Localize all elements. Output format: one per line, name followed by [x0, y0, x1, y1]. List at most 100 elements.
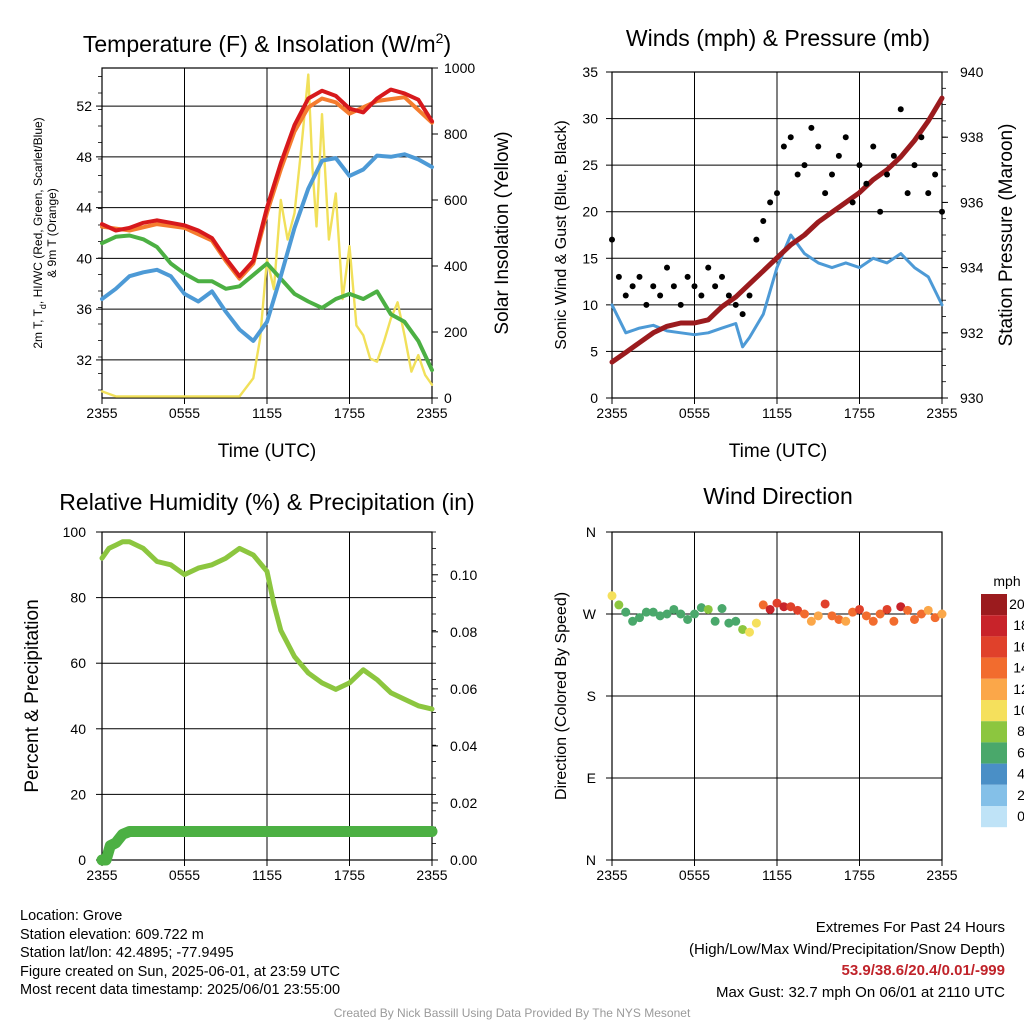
direction-point	[655, 611, 665, 621]
x-tick-label: 2355	[86, 867, 117, 883]
chart-title: Relative Humidity (%) & Precipitation (i…	[59, 489, 474, 515]
chart-title: Temperature (F) & Insolation (W/m2)	[83, 30, 451, 57]
gust-point	[870, 143, 877, 150]
direction-point	[820, 599, 830, 609]
y-tick-label: N	[586, 524, 596, 540]
direction-point	[614, 600, 624, 610]
direction-point	[635, 613, 644, 623]
gust-point	[808, 124, 815, 131]
y2-tick-label: 0.04	[450, 738, 477, 754]
series-line-pressure	[609, 95, 945, 365]
gust-point	[897, 106, 904, 113]
direction-point	[855, 604, 864, 614]
gust-point	[677, 301, 684, 308]
series-line-2	[100, 152, 434, 343]
direction-point	[676, 609, 686, 619]
gust-point	[774, 190, 780, 197]
x-tick-label: 1755	[844, 867, 875, 883]
gust-point	[719, 273, 725, 280]
y-axis-label-line2: & 9m T (Orange)	[45, 188, 59, 278]
gust-point	[732, 301, 739, 308]
direction-point	[937, 609, 947, 619]
direction-point	[641, 607, 651, 617]
station-elevation: Station elevation: 609.722 m	[20, 926, 204, 943]
direction-point	[916, 609, 926, 619]
gust-point	[780, 143, 787, 150]
gust-point	[829, 171, 835, 178]
gust-point	[698, 292, 705, 299]
gust-point	[767, 199, 774, 206]
gust-point	[712, 283, 719, 290]
y-tick-label: W	[583, 606, 597, 622]
gust-point	[904, 190, 911, 197]
y2-tick-label: 0	[444, 390, 452, 406]
x-tick-label: 1155	[252, 405, 282, 421]
direction-point	[813, 611, 823, 621]
recent-timestamp: Most recent data timestamp: 2025/06/01 2…	[20, 982, 341, 999]
x-tick-label: 1755	[334, 867, 365, 883]
gust-point	[856, 162, 863, 169]
direction-point	[903, 605, 913, 615]
humidity-precip-panel: 0 20 40 60 80 100 0.00 0.02 0.04 0.06 0.08 0.10 2355…	[22, 489, 477, 883]
y-tick-label: 15	[582, 250, 598, 266]
colorbar-swatch	[981, 763, 1007, 785]
x-axis-label: Time (UTC)	[729, 441, 828, 462]
gust-point	[911, 162, 918, 169]
direction-point	[628, 616, 638, 626]
gust-point	[650, 283, 657, 290]
gust-point	[629, 283, 636, 290]
y2-tick-label: 936	[960, 194, 984, 210]
x-tick-label: 2355	[926, 405, 957, 421]
y2-tick-label: 800	[444, 126, 468, 142]
y-axis-label: Direction (Colored By Speed)	[553, 592, 570, 800]
direction-point	[923, 605, 933, 615]
gust-point	[849, 199, 856, 206]
direction-point	[703, 604, 713, 614]
y-tick-label: 100	[63, 524, 87, 540]
y-tick-label: 20	[70, 786, 86, 802]
x-tick-label: 2355	[926, 867, 957, 883]
y-tick-label: 44	[76, 200, 92, 216]
gust-point	[725, 292, 732, 299]
direction-point	[806, 616, 816, 626]
x-tick-label: 0555	[169, 405, 200, 421]
direction-point	[889, 616, 899, 626]
direction-point	[875, 609, 885, 619]
direction-point	[834, 614, 844, 624]
series-line-0	[100, 87, 434, 279]
gust-point	[684, 273, 691, 280]
y2-tick-label: 0.08	[450, 624, 477, 640]
y-tick-label: 35	[582, 64, 598, 80]
direction-point	[607, 591, 617, 601]
direction-point	[779, 602, 789, 612]
gust-point	[925, 190, 932, 197]
temperature-insolation-panel: 32 36 40 44 48 52 0 200 400 600 800 1000 2355 0555 115…	[31, 30, 513, 462]
gust-point	[877, 208, 884, 215]
y2-tick-label: 0.02	[450, 795, 477, 811]
winds-pressure-panel: 0 5 10 15 20 25 30 35 930 932 934 936 938 940 2355 0555…	[553, 25, 1017, 462]
gust-point	[691, 283, 698, 290]
series-line-rh	[99, 539, 435, 712]
colorbar-swatch	[981, 700, 1007, 722]
direction-point	[648, 607, 658, 617]
x-tick-label: 2355	[596, 405, 627, 421]
y2-tick-label: 940	[960, 64, 984, 80]
y-tick-label: 60	[70, 655, 86, 671]
gust-point	[609, 236, 615, 243]
colorbar-swatch	[981, 615, 1007, 637]
direction-point	[800, 609, 809, 619]
direction-point	[738, 624, 748, 634]
chart-title: Wind Direction	[703, 483, 853, 509]
direction-point	[848, 607, 858, 617]
y2-axis-label: Station Pressure (Maroon)	[996, 124, 1017, 347]
gust-point	[670, 283, 677, 290]
colorbar-label: 18	[1013, 617, 1024, 633]
direction-point	[841, 616, 851, 626]
direction-point	[882, 604, 892, 614]
gust-point	[835, 152, 842, 159]
y2-tick-label: 400	[444, 258, 468, 274]
y-tick-label: 10	[582, 297, 598, 313]
credit-line: Created By Nick Bassill Using Data Provi…	[333, 1006, 691, 1020]
